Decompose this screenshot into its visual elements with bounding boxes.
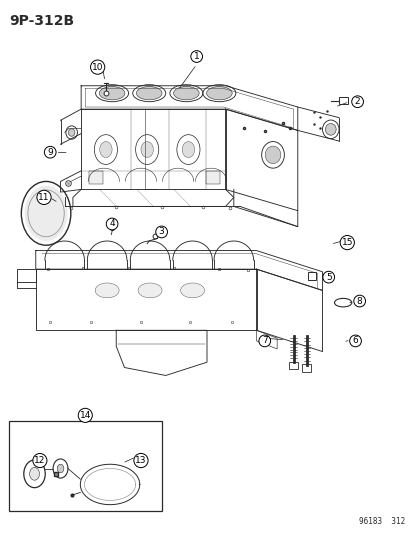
Text: 14: 14 <box>79 411 91 420</box>
FancyBboxPatch shape <box>88 171 102 183</box>
Circle shape <box>57 464 64 473</box>
Text: 96183  312: 96183 312 <box>358 517 404 526</box>
Text: 15: 15 <box>341 238 352 247</box>
Ellipse shape <box>136 86 161 100</box>
Circle shape <box>182 142 194 158</box>
Text: 3: 3 <box>158 228 164 237</box>
Ellipse shape <box>138 283 161 298</box>
Text: 9P-312B: 9P-312B <box>9 14 74 28</box>
Text: 13: 13 <box>135 456 146 465</box>
Text: 4: 4 <box>109 220 115 229</box>
Ellipse shape <box>99 86 125 100</box>
Ellipse shape <box>68 129 75 136</box>
Text: 7: 7 <box>261 336 267 345</box>
Circle shape <box>100 142 112 158</box>
FancyBboxPatch shape <box>307 272 315 280</box>
FancyBboxPatch shape <box>338 97 347 104</box>
FancyBboxPatch shape <box>9 421 161 511</box>
Ellipse shape <box>180 283 204 298</box>
Text: 8: 8 <box>356 296 362 305</box>
Text: 6: 6 <box>352 336 358 345</box>
Ellipse shape <box>95 283 119 298</box>
Text: 12: 12 <box>34 456 45 465</box>
Text: 2: 2 <box>354 97 360 106</box>
Ellipse shape <box>325 124 335 135</box>
FancyBboxPatch shape <box>206 171 220 183</box>
Ellipse shape <box>265 146 280 164</box>
Ellipse shape <box>206 86 232 100</box>
Circle shape <box>29 467 39 480</box>
Text: 10: 10 <box>92 63 103 71</box>
FancyBboxPatch shape <box>288 362 297 369</box>
Text: 11: 11 <box>38 193 50 202</box>
Ellipse shape <box>173 86 199 100</box>
Circle shape <box>141 142 153 158</box>
Text: 9: 9 <box>47 148 53 157</box>
Circle shape <box>24 185 67 241</box>
FancyBboxPatch shape <box>301 365 311 372</box>
Text: 5: 5 <box>325 273 331 281</box>
Text: 1: 1 <box>193 52 199 61</box>
